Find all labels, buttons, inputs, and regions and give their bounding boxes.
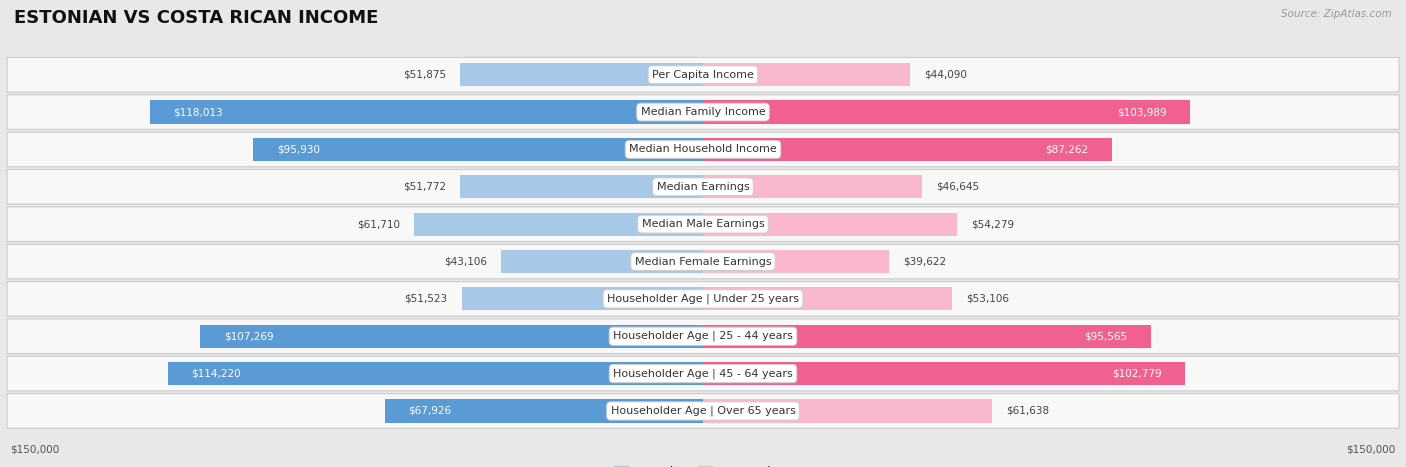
Text: $54,279: $54,279: [972, 219, 1015, 229]
Text: Householder Age | Over 65 years: Householder Age | Over 65 years: [610, 406, 796, 416]
Text: $51,772: $51,772: [404, 182, 446, 192]
FancyBboxPatch shape: [7, 282, 1399, 316]
Bar: [150, 100, 703, 124]
FancyBboxPatch shape: [7, 244, 1399, 279]
Text: Householder Age | Under 25 years: Householder Age | Under 25 years: [607, 294, 799, 304]
Text: $102,779: $102,779: [1112, 368, 1161, 379]
Bar: [460, 63, 703, 86]
Text: $51,523: $51,523: [405, 294, 447, 304]
Text: Median Household Income: Median Household Income: [628, 144, 778, 155]
FancyBboxPatch shape: [7, 95, 1399, 129]
Text: $150,000: $150,000: [1346, 445, 1395, 454]
Bar: [703, 399, 991, 423]
Bar: [703, 100, 1191, 124]
Bar: [413, 212, 703, 236]
FancyBboxPatch shape: [7, 319, 1399, 354]
Bar: [703, 138, 1112, 161]
Text: Median Family Income: Median Family Income: [641, 107, 765, 117]
Text: Householder Age | 45 - 64 years: Householder Age | 45 - 64 years: [613, 368, 793, 379]
Text: $95,565: $95,565: [1084, 331, 1128, 341]
Bar: [703, 250, 889, 273]
Text: $43,106: $43,106: [444, 256, 486, 267]
Bar: [703, 63, 910, 86]
FancyBboxPatch shape: [7, 394, 1399, 428]
FancyBboxPatch shape: [7, 170, 1399, 204]
FancyBboxPatch shape: [7, 132, 1399, 167]
Text: $114,220: $114,220: [191, 368, 240, 379]
Text: $67,926: $67,926: [408, 406, 451, 416]
Text: Median Earnings: Median Earnings: [657, 182, 749, 192]
Bar: [167, 362, 703, 385]
Text: $61,710: $61,710: [357, 219, 399, 229]
Bar: [703, 325, 1152, 348]
Bar: [703, 175, 921, 198]
Legend: Estonian, Costa Rican: Estonian, Costa Rican: [610, 461, 796, 467]
Text: Householder Age | 25 - 44 years: Householder Age | 25 - 44 years: [613, 331, 793, 341]
Text: Source: ZipAtlas.com: Source: ZipAtlas.com: [1281, 9, 1392, 19]
Text: $150,000: $150,000: [11, 445, 60, 454]
Text: $118,013: $118,013: [173, 107, 224, 117]
Text: $61,638: $61,638: [1005, 406, 1049, 416]
Bar: [460, 175, 703, 198]
Bar: [501, 250, 703, 273]
Text: ESTONIAN VS COSTA RICAN INCOME: ESTONIAN VS COSTA RICAN INCOME: [14, 9, 378, 28]
Text: $103,989: $103,989: [1118, 107, 1167, 117]
Bar: [253, 138, 703, 161]
FancyBboxPatch shape: [7, 207, 1399, 241]
Bar: [703, 287, 952, 311]
FancyBboxPatch shape: [7, 356, 1399, 391]
Text: Per Capita Income: Per Capita Income: [652, 70, 754, 80]
Bar: [703, 212, 957, 236]
Text: $87,262: $87,262: [1046, 144, 1088, 155]
Text: $95,930: $95,930: [277, 144, 319, 155]
Bar: [200, 325, 703, 348]
Text: $46,645: $46,645: [935, 182, 979, 192]
Text: $44,090: $44,090: [924, 70, 966, 80]
Text: Median Male Earnings: Median Male Earnings: [641, 219, 765, 229]
Text: $107,269: $107,269: [224, 331, 273, 341]
Text: $51,875: $51,875: [402, 70, 446, 80]
Text: Median Female Earnings: Median Female Earnings: [634, 256, 772, 267]
Bar: [703, 362, 1185, 385]
Bar: [461, 287, 703, 311]
Bar: [385, 399, 703, 423]
Text: $53,106: $53,106: [966, 294, 1010, 304]
Text: $39,622: $39,622: [903, 256, 946, 267]
FancyBboxPatch shape: [7, 57, 1399, 92]
